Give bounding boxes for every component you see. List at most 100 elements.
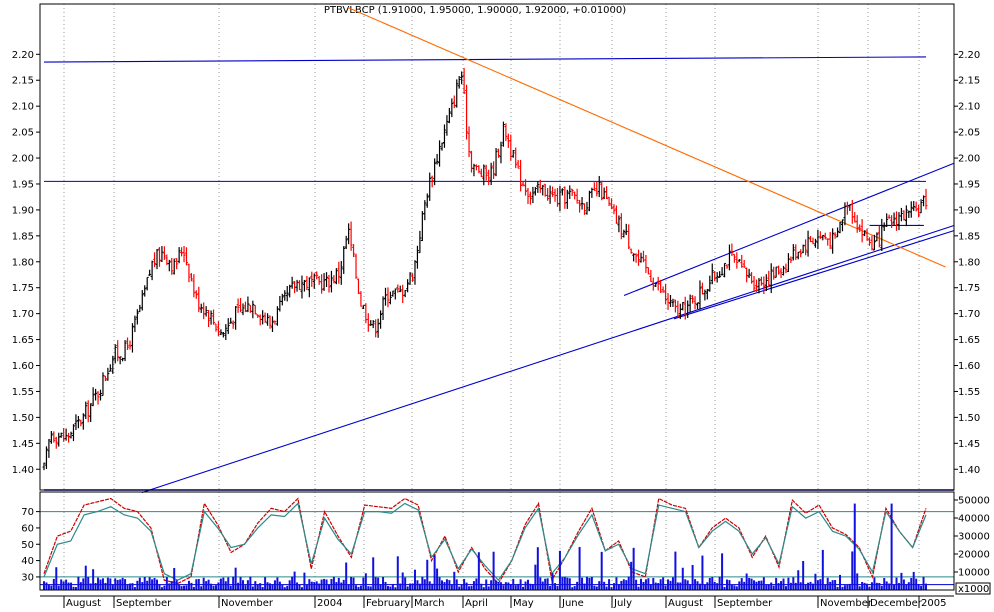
price-bar bbox=[624, 223, 628, 236]
price-bar bbox=[150, 260, 154, 281]
price-bar bbox=[816, 229, 820, 250]
price-bar bbox=[831, 228, 835, 254]
volume-bar bbox=[121, 577, 124, 590]
price-bar bbox=[671, 298, 675, 307]
volume-bar bbox=[583, 583, 586, 590]
price-bar bbox=[602, 187, 606, 200]
price-bar bbox=[354, 253, 358, 279]
volume-bar bbox=[492, 551, 495, 590]
price-bar bbox=[784, 263, 788, 274]
trend-line-channel-lower bbox=[673, 230, 955, 320]
price-bar bbox=[479, 168, 483, 178]
volume-bar bbox=[571, 587, 574, 590]
price-bar bbox=[435, 153, 439, 165]
price-bar bbox=[600, 180, 604, 201]
volume-bar bbox=[556, 585, 559, 590]
volume-bar bbox=[640, 578, 643, 590]
volume-bar bbox=[458, 586, 461, 590]
volume-bar bbox=[598, 581, 601, 590]
price-bar bbox=[482, 164, 486, 186]
volume-bar bbox=[581, 577, 584, 590]
volume-bar bbox=[70, 582, 73, 590]
volume-bar bbox=[404, 577, 407, 590]
volume-bar bbox=[507, 582, 510, 590]
price-tick-label-right: 1.90 bbox=[958, 205, 980, 216]
price-bar bbox=[789, 256, 793, 263]
volume-bar bbox=[684, 579, 687, 590]
price-bar bbox=[91, 387, 95, 407]
volume-bar bbox=[214, 585, 217, 590]
volume-bar bbox=[160, 587, 163, 590]
price-bar bbox=[386, 287, 390, 308]
price-bar bbox=[344, 235, 348, 249]
volume-bar bbox=[617, 584, 620, 590]
price-bar bbox=[489, 162, 493, 186]
price-tick-label-left: 1.85 bbox=[12, 231, 34, 242]
price-bar bbox=[356, 278, 360, 294]
price-bar bbox=[821, 235, 825, 241]
price-bar bbox=[339, 261, 343, 285]
trend-line-resistance-2.19 bbox=[43, 56, 927, 63]
volume-bar bbox=[62, 581, 65, 590]
price-bar bbox=[398, 285, 402, 293]
volume-bar bbox=[745, 573, 748, 590]
volume-bar bbox=[423, 579, 426, 590]
volume-bar bbox=[676, 582, 679, 590]
price-bar bbox=[750, 272, 754, 284]
volume-bar bbox=[541, 581, 544, 590]
price-bar bbox=[465, 84, 469, 140]
volume-bar bbox=[669, 580, 672, 590]
price-bar bbox=[580, 196, 584, 210]
volume-bar bbox=[787, 577, 790, 590]
volume-bar bbox=[566, 577, 569, 590]
price-bar bbox=[649, 269, 653, 282]
price-bar bbox=[202, 302, 206, 320]
volume-bar bbox=[711, 577, 714, 590]
volume-bar bbox=[595, 586, 598, 590]
price-bar bbox=[514, 147, 518, 169]
price-bar bbox=[732, 253, 736, 263]
volume-bar bbox=[718, 576, 721, 590]
price-bar bbox=[646, 267, 650, 275]
price-bar bbox=[64, 428, 68, 441]
oscillator-line-2 bbox=[43, 502, 927, 582]
volume-bar bbox=[239, 576, 242, 590]
price-bar bbox=[617, 215, 621, 233]
volume-bar bbox=[667, 579, 670, 590]
price-bar bbox=[167, 259, 171, 272]
volume-bar bbox=[585, 576, 588, 590]
month-label: February bbox=[366, 598, 410, 608]
price-bar bbox=[322, 273, 326, 291]
price-bar bbox=[295, 279, 299, 292]
volume-bar bbox=[318, 583, 321, 590]
price-bar bbox=[583, 203, 587, 215]
volume-bar bbox=[802, 561, 805, 590]
price-bar bbox=[42, 462, 46, 471]
price-bar bbox=[214, 323, 218, 332]
volume-bar bbox=[261, 587, 264, 590]
price-bar bbox=[757, 277, 761, 294]
price-bar bbox=[612, 204, 616, 215]
volume-bar bbox=[372, 557, 375, 590]
volume-bar bbox=[780, 581, 783, 590]
volume-bar bbox=[413, 569, 416, 590]
month-label: December bbox=[870, 598, 923, 608]
price-bar bbox=[696, 302, 700, 310]
price-bar bbox=[153, 252, 157, 268]
price-bar bbox=[221, 332, 225, 338]
price-bar bbox=[469, 150, 473, 173]
volume-bar bbox=[482, 587, 485, 590]
price-bar bbox=[838, 221, 842, 234]
volume-bar bbox=[337, 577, 340, 590]
volume-bar bbox=[499, 582, 502, 590]
volume-bar bbox=[428, 581, 431, 590]
price-bar bbox=[541, 185, 545, 196]
price-bar bbox=[791, 244, 795, 261]
price-bar bbox=[334, 268, 338, 285]
price-bar bbox=[742, 259, 746, 268]
volume-bar bbox=[610, 587, 613, 590]
price-bar bbox=[108, 364, 112, 372]
price-bar bbox=[644, 254, 648, 273]
volume-bar bbox=[836, 586, 839, 590]
